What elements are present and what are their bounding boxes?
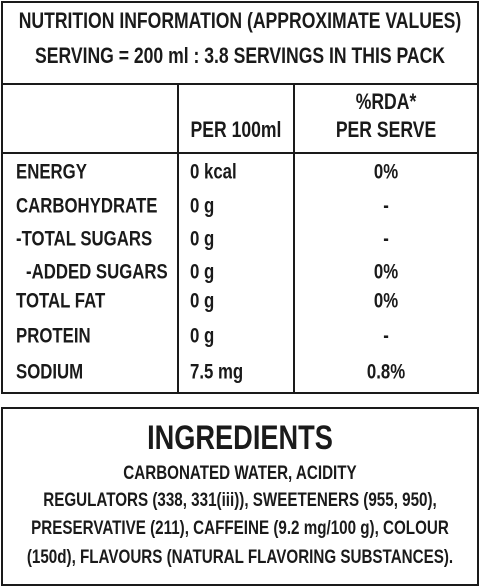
ingredients-border bbox=[1, 407, 479, 586]
row-label: SODIUM bbox=[16, 361, 83, 384]
per-100ml: 0 g bbox=[190, 228, 214, 251]
rda: 0% bbox=[374, 290, 398, 313]
rda: 0% bbox=[374, 161, 398, 184]
per-100ml: 0 g bbox=[190, 195, 214, 218]
rda: - bbox=[383, 195, 389, 218]
rda: 0% bbox=[374, 261, 398, 284]
table-border bbox=[1, 1, 479, 394]
ingredients-line: CARBONATED WATER, ACIDITY bbox=[123, 461, 357, 483]
column-header: PER 100ml bbox=[191, 118, 282, 142]
ingredients-line: PRESERVATIVE (211), CAFFEINE (9.2 mg/100… bbox=[31, 516, 449, 538]
serving: SERVING = 200 ml : 3.8 SERVINGS IN THIS … bbox=[35, 44, 446, 68]
rda: - bbox=[383, 228, 389, 251]
per-100ml: 0 g bbox=[190, 261, 214, 284]
row-label: TOTAL FAT bbox=[16, 290, 106, 313]
row-label: CARBOHYDRATE bbox=[16, 195, 157, 218]
row-label: -ADDED SUGARS bbox=[26, 261, 168, 284]
ingredients-line: (150d), FLAVOURS (NATURAL FLAVORING SUBS… bbox=[27, 545, 453, 567]
row-label: PROTEIN bbox=[16, 325, 91, 348]
rda: - bbox=[383, 325, 389, 348]
ingredients-title: INGREDIENTS bbox=[147, 418, 333, 457]
title: NUTRITION INFORMATION (APPROXIMATE VALUE… bbox=[19, 9, 462, 33]
column-header: PER SERVE bbox=[336, 118, 436, 142]
ingredients-line: REGULATORS (338, 331(iii)), SWEETENERS (… bbox=[43, 488, 436, 510]
row-label: ENERGY bbox=[16, 161, 87, 184]
per-100ml: 0 g bbox=[190, 290, 214, 313]
per-100ml: 0 kcal bbox=[190, 161, 237, 184]
rda: 0.8% bbox=[367, 361, 405, 384]
column-header: %RDA* bbox=[356, 90, 417, 114]
per-100ml: 7.5 mg bbox=[190, 361, 243, 384]
row-label: -TOTAL SUGARS bbox=[16, 228, 152, 251]
per-100ml: 0 g bbox=[190, 325, 214, 348]
text-layer: NUTRITION INFORMATION (APPROXIMATE VALUE… bbox=[16, 9, 461, 567]
